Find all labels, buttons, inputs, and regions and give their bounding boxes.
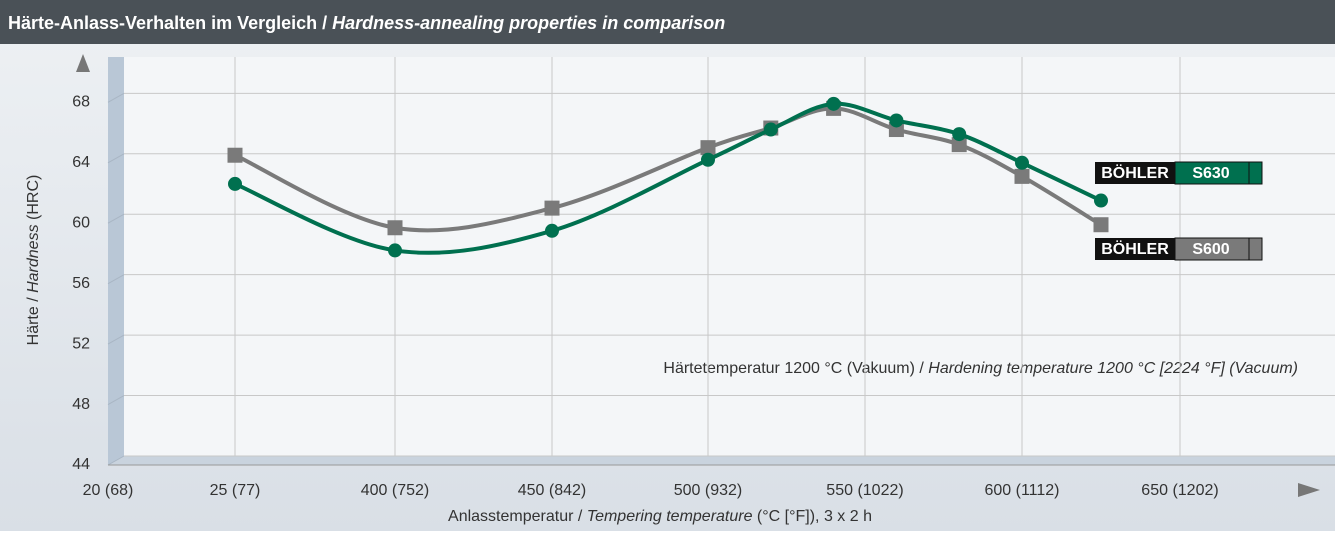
- y-tick-label: 64: [72, 154, 90, 171]
- marker: [1093, 217, 1109, 233]
- y-axis-label: Härte / Hardness (HRC): [25, 175, 42, 346]
- label-part: (HRC): [25, 175, 42, 225]
- x-tick-label: 450 (842): [518, 482, 587, 499]
- legend-brand-box: [1095, 162, 1175, 184]
- left-wall: [108, 57, 124, 465]
- legend-entry: BÖHLER S630: [1095, 161, 1263, 185]
- y-tick-label: 48: [72, 396, 90, 413]
- legend-brand: BÖHLER: [1101, 239, 1169, 258]
- marker: [1094, 193, 1108, 208]
- label-part: Tempering temperature: [587, 508, 753, 525]
- x-tick-label: 400 (752): [361, 482, 430, 499]
- marks: 44 48 52 56 60 64 68 20 (68) 25 (77) 400 (752) 450…: [72, 57, 1335, 499]
- legend-label: S630: [1192, 165, 1229, 182]
- annotation-part: Hardening temperature 1200 °C [2224 °F] …: [928, 360, 1298, 377]
- y-tick-label: 60: [72, 214, 90, 231]
- marker: [228, 176, 242, 191]
- y-tick-label: 56: [72, 275, 90, 292]
- floor: [108, 456, 1335, 465]
- x-arrow: [1298, 483, 1320, 497]
- x-tick-label: 20 (68): [83, 482, 134, 499]
- x-tick-label: 600 (1112): [984, 482, 1059, 499]
- x-tick-label: 500 (932): [674, 482, 743, 499]
- marker: [1015, 155, 1029, 170]
- y-tick-label: 68: [72, 94, 90, 111]
- marker: [700, 140, 716, 156]
- chart-title: Härte-Anlass-Verhalten im Vergleich / Ha…: [8, 13, 725, 33]
- label-part: Härte /: [25, 293, 42, 345]
- grid-line: [107, 92, 125, 103]
- annotation-part: Härtetemperatur 1200 °C (Vakuum) /: [663, 360, 928, 377]
- x-tick-label: 25 (77): [210, 482, 261, 499]
- grid-line: [107, 213, 125, 224]
- marker: [1014, 168, 1030, 184]
- marker: [388, 243, 402, 258]
- title-bar: [0, 0, 1335, 44]
- legend-end: [1248, 237, 1263, 261]
- grid-line: [107, 334, 125, 345]
- marker: [387, 220, 403, 236]
- annotation: Härtetemperatur 1200 °C (Vakuum) / Harde…: [663, 360, 1298, 377]
- x-axis-label: Anlasstemperatur / Tempering temperature…: [448, 508, 872, 525]
- marker: [701, 152, 715, 167]
- legend-brand-box: [1095, 238, 1175, 260]
- label-part: Hardness: [25, 224, 42, 292]
- title-part: Härte-Anlass-Verhalten im Vergleich /: [8, 13, 332, 33]
- title-part: Hardness-annealing properties in compari…: [332, 13, 725, 33]
- legend-end: [1248, 161, 1263, 185]
- marker: [227, 147, 243, 163]
- marker: [544, 200, 560, 216]
- grid-line: [107, 395, 125, 405]
- legend-label: S600: [1192, 241, 1229, 258]
- y-tick-label: 52: [72, 335, 90, 352]
- grid-line: [107, 153, 125, 164]
- marker: [889, 113, 904, 128]
- y-arrow: [76, 54, 90, 72]
- marker: [545, 223, 559, 238]
- label-part: Anlasstemperatur /: [448, 508, 587, 525]
- marker: [763, 122, 778, 137]
- legend-entry: BÖHLER S600: [1095, 237, 1263, 261]
- marker: [952, 127, 967, 142]
- x-tick-label: 650 (1202): [1141, 482, 1218, 499]
- grid-line: [107, 455, 125, 466]
- legend-brand: BÖHLER: [1101, 163, 1169, 182]
- label-part: (°C [°F]), 3 x 2 h: [752, 508, 871, 525]
- marker: [951, 137, 967, 153]
- grid-line: [107, 274, 125, 285]
- x-tick-label: 550 (1022): [826, 482, 903, 499]
- marker: [826, 96, 841, 111]
- y-tick-label: 44: [72, 456, 90, 473]
